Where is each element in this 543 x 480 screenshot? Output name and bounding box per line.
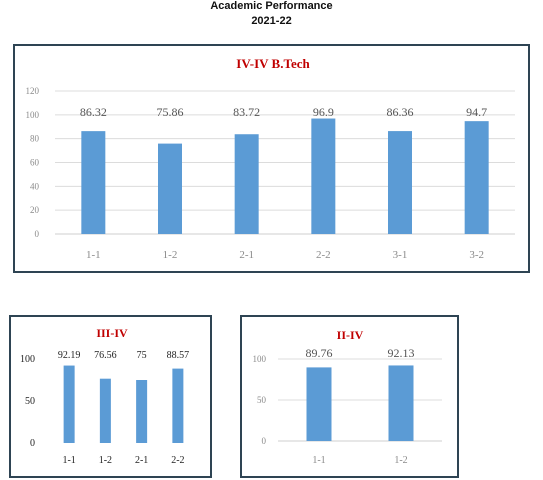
y-tick-label: 80 — [30, 134, 40, 144]
y-tick-label: 0 — [262, 436, 267, 446]
bar — [388, 131, 412, 234]
y-tick-label: 50 — [25, 396, 35, 407]
y-tick-label: 50 — [257, 395, 267, 405]
x-tick-label: 1-1 — [86, 249, 101, 261]
bar — [172, 368, 184, 443]
data-label: 75 — [137, 350, 147, 361]
x-tick-label: 3-1 — [393, 249, 408, 261]
x-tick-label: 2-2 — [171, 455, 184, 466]
data-label: 96.9 — [313, 105, 334, 119]
bar — [234, 134, 259, 234]
data-label: 94.7 — [466, 105, 487, 119]
chart-iv-iv: IV-IV B.Tech 0 20 40 60 80 100 120 86.32 1-1 75.86… — [26, 56, 515, 261]
bar — [158, 143, 182, 234]
bar — [136, 380, 148, 443]
x-tick-label: 2-1 — [239, 249, 254, 261]
data-label: 92.19 — [58, 350, 81, 361]
chart-ii-iv: II-IV 0 50 100 89.76 1-1 92.13 1-2 — [253, 328, 442, 466]
y-tick-label: 120 — [26, 86, 40, 96]
chart-panel-iii-iv: III-IV 0 50 100 92.19 1-1 76.56 1-2 75 2-1 88.57 2-… — [9, 315, 212, 478]
bar — [63, 365, 75, 443]
chart-title: IV-IV B.Tech — [236, 56, 310, 71]
x-tick-label: 3-2 — [469, 249, 484, 261]
x-tick-label: 1-2 — [163, 249, 178, 261]
data-label: 75.86 — [157, 105, 184, 119]
page-title: Academic Performance — [210, 0, 333, 12]
data-label: 92.13 — [388, 346, 415, 360]
bar — [81, 131, 106, 234]
chart-iii-iv: III-IV 0 50 100 92.19 1-1 76.56 1-2 75 2-1 88.57 2-… — [20, 326, 190, 466]
x-tick-label: 1-1 — [312, 455, 325, 466]
chart-title: II-IV — [337, 328, 364, 342]
x-tick-label: 1-1 — [62, 455, 75, 466]
data-label: 76.56 — [94, 350, 117, 361]
data-label: 83.72 — [233, 105, 260, 119]
y-tick-label: 0 — [30, 438, 35, 449]
y-tick-label: 0 — [35, 229, 40, 239]
x-tick-label: 1-2 — [394, 455, 407, 466]
x-tick-label: 2-1 — [135, 455, 148, 466]
bar — [388, 365, 414, 441]
bar — [464, 121, 489, 234]
chart-panel-ii-iv: II-IV 0 50 100 89.76 1-1 92.13 1-2 — [240, 315, 459, 478]
x-tick-label: 2-2 — [316, 249, 331, 261]
bar — [306, 367, 332, 441]
data-label: 86.36 — [387, 105, 414, 119]
bar — [311, 118, 336, 234]
x-tick-label: 1-2 — [99, 455, 112, 466]
y-tick-label: 100 — [253, 354, 267, 364]
y-tick-label: 60 — [30, 158, 40, 168]
y-tick-label: 20 — [30, 205, 40, 215]
y-tick-label: 100 — [26, 110, 40, 120]
data-label: 86.32 — [80, 105, 107, 119]
chart-panel-iv-iv: IV-IV B.Tech 0 20 40 60 80 100 120 86.32 1-1 75.86… — [13, 44, 530, 273]
chart-title: III-IV — [96, 326, 128, 340]
bar — [99, 378, 111, 443]
data-label: 89.76 — [306, 346, 333, 360]
y-tick-label: 100 — [20, 354, 35, 365]
data-label: 88.57 — [167, 350, 190, 361]
page-subtitle: 2021-22 — [251, 15, 292, 27]
y-tick-label: 40 — [30, 181, 40, 191]
